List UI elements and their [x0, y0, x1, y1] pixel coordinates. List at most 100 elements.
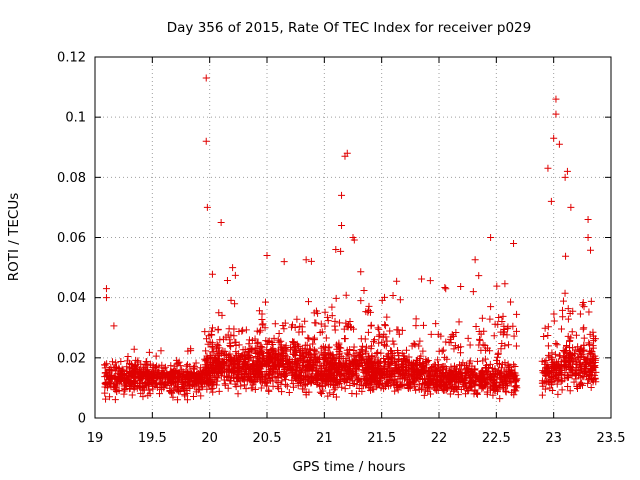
data-point: [311, 336, 319, 344]
data-point: [298, 385, 306, 393]
data-point: [504, 323, 512, 331]
x-tick-label: 22.5: [482, 431, 511, 446]
data-point: [564, 305, 572, 313]
data-point: [558, 306, 566, 314]
data-point: [280, 372, 288, 380]
data-point: [359, 366, 367, 374]
data-point: [512, 342, 520, 350]
data-point: [552, 340, 560, 348]
data-point: [501, 342, 509, 350]
data-point: [380, 365, 388, 373]
x-tick-label: 19: [87, 431, 104, 446]
data-point: [277, 341, 285, 349]
data-point: [504, 382, 512, 390]
data-point: [544, 164, 552, 172]
data-point: [358, 346, 366, 354]
data-point: [580, 303, 588, 311]
data-point: [155, 363, 163, 371]
data-point: [500, 325, 508, 333]
data-point: [347, 324, 355, 332]
data-point: [432, 366, 440, 374]
data-point: [252, 368, 260, 376]
data-point: [357, 268, 365, 276]
data-point: [161, 363, 169, 371]
data-point: [501, 280, 509, 288]
data-point: [296, 364, 304, 372]
data-point: [263, 346, 271, 354]
data-point: [579, 301, 587, 309]
data-point: [401, 356, 409, 364]
data-point: [383, 313, 391, 321]
data-point: [102, 381, 110, 389]
data-point: [562, 252, 570, 260]
data-point: [462, 372, 470, 380]
data-point: [346, 374, 354, 382]
data-point: [264, 362, 272, 370]
data-point: [484, 364, 492, 372]
x-tick-label: 22: [431, 431, 448, 446]
y-tick-label: 0.1: [65, 111, 86, 126]
data-point: [432, 320, 440, 328]
data-point: [202, 364, 210, 372]
data-point: [266, 353, 274, 361]
data-point: [487, 303, 495, 311]
data-point: [208, 327, 216, 335]
data-point: [478, 368, 486, 376]
data-point: [495, 314, 503, 322]
data-point: [231, 300, 239, 308]
data-point: [499, 312, 507, 320]
data-point: [442, 373, 450, 381]
data-point: [187, 347, 195, 355]
data-point: [557, 325, 565, 333]
data-point: [395, 370, 403, 378]
data-point: [328, 303, 336, 311]
data-point: [328, 366, 336, 374]
data-point: [450, 375, 458, 383]
data-point: [119, 367, 127, 375]
data-point: [139, 393, 147, 401]
data-point: [227, 296, 235, 304]
data-point: [429, 363, 437, 371]
data-point: [261, 298, 269, 306]
data-point: [183, 396, 191, 404]
data-point: [493, 379, 501, 387]
data-point: [563, 372, 571, 380]
data-point: [247, 384, 255, 392]
data-point: [547, 197, 555, 205]
data-point: [317, 371, 325, 379]
data-point: [156, 381, 164, 389]
data-point: [173, 383, 181, 391]
data-point: [302, 256, 310, 264]
data-point: [431, 385, 439, 393]
data-point: [464, 334, 472, 342]
data-point: [294, 382, 302, 390]
data-point: [387, 360, 395, 368]
data-point: [245, 336, 253, 344]
data-point: [572, 331, 580, 339]
data-point: [134, 357, 142, 365]
data-point: [584, 379, 592, 387]
data-point: [403, 367, 411, 375]
data-point: [194, 386, 202, 394]
data-point: [476, 336, 484, 344]
data-point: [464, 366, 472, 374]
data-point: [169, 393, 177, 401]
data-point: [272, 363, 280, 371]
data-point: [564, 315, 572, 323]
data-point: [543, 368, 551, 376]
data-point: [173, 367, 181, 375]
data-point: [404, 384, 412, 392]
data-point: [493, 282, 501, 290]
data-point: [370, 336, 378, 344]
data-point: [207, 385, 215, 393]
data-point: [311, 319, 319, 327]
data-point: [563, 167, 571, 175]
data-point: [279, 322, 287, 330]
data-point: [341, 385, 349, 393]
data-point: [288, 321, 296, 329]
data-point: [591, 375, 599, 383]
data-point: [586, 330, 594, 338]
data-point: [106, 380, 114, 388]
data-point: [472, 322, 480, 330]
data-point: [420, 391, 428, 399]
